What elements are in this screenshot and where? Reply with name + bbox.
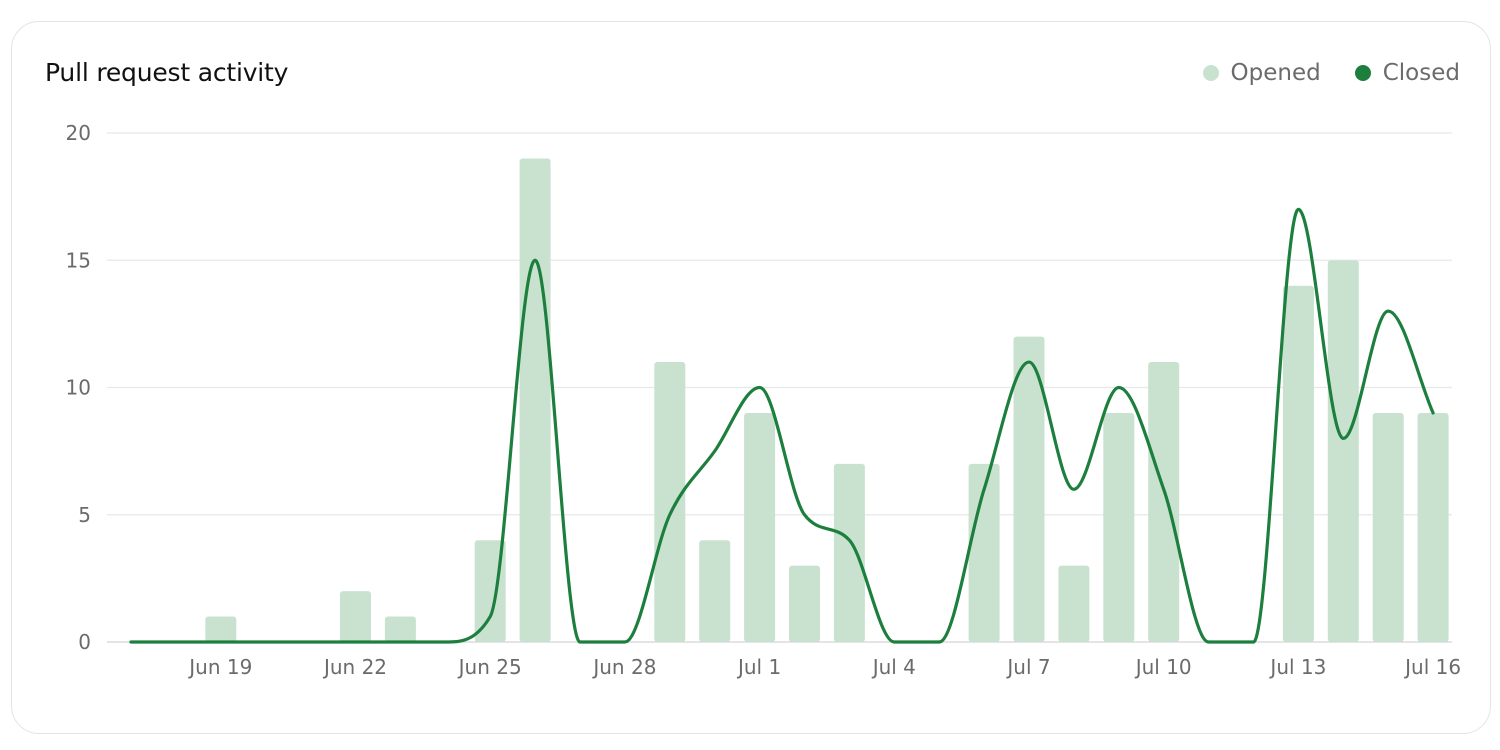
opened-bar[interactable] <box>474 540 506 642</box>
opened-bar[interactable] <box>205 616 237 642</box>
opened-bar[interactable] <box>654 362 686 642</box>
closed-swatch-icon <box>1354 65 1371 81</box>
x-tick-label: Jul 13 <box>1268 655 1326 679</box>
opened-bar[interactable] <box>699 540 731 642</box>
y-tick-label: 0 <box>78 630 91 654</box>
y-tick-label: 10 <box>66 376 91 400</box>
y-tick-label: 5 <box>78 503 91 527</box>
closed-line[interactable] <box>129 207 1435 644</box>
y-axis-ticks: 0 5 10 15 20 <box>66 121 91 654</box>
opened-bar[interactable] <box>1058 565 1090 642</box>
opened-bars <box>205 158 1449 642</box>
y-tick-label: 20 <box>66 121 91 145</box>
opened-bar[interactable] <box>744 412 776 642</box>
x-tick-label: Jun 19 <box>187 655 252 679</box>
legend-label-opened: Opened <box>1230 60 1321 86</box>
opened-bar[interactable] <box>833 463 865 642</box>
legend-item-closed[interactable]: Closed <box>1354 60 1460 86</box>
opened-bar[interactable] <box>1327 260 1359 642</box>
chart-title: Pull request activity <box>45 58 289 87</box>
x-axis-ticks: Jun 19 Jun 22 Jun 25 Jun 28 Jul 1 Jul 4 Jul 7 J… <box>187 655 1461 679</box>
y-tick-label: 15 <box>66 248 91 272</box>
x-tick-label: Jun 22 <box>322 655 387 679</box>
x-tick-label: Jun 28 <box>591 655 656 679</box>
legend-item-opened[interactable]: Opened <box>1202 60 1321 86</box>
x-tick-label: Jul 10 <box>1134 655 1192 679</box>
gridlines <box>107 132 1452 643</box>
opened-bar[interactable] <box>1417 412 1449 642</box>
opened-swatch-icon <box>1202 65 1219 81</box>
opened-bar[interactable] <box>1148 362 1180 642</box>
opened-bar[interactable] <box>968 463 1000 642</box>
opened-bar[interactable] <box>340 591 371 642</box>
x-tick-label: Jul 16 <box>1403 655 1461 679</box>
x-tick-label: Jul 7 <box>1005 655 1050 679</box>
x-tick-label: Jul 1 <box>736 655 781 679</box>
x-tick-label: Jun 25 <box>457 655 522 679</box>
opened-bar[interactable] <box>789 565 820 642</box>
opened-bar[interactable] <box>1013 336 1045 642</box>
opened-bar[interactable] <box>1372 412 1404 642</box>
opened-bar[interactable] <box>519 158 551 642</box>
legend: Opened Closed <box>1202 60 1460 86</box>
legend-label-closed: Closed <box>1382 60 1460 86</box>
closed-line-layer <box>129 207 1435 644</box>
opened-bar[interactable] <box>1282 285 1314 642</box>
opened-bar[interactable] <box>1103 412 1135 642</box>
x-tick-label: Jul 4 <box>871 655 916 679</box>
opened-bar[interactable] <box>384 616 416 642</box>
